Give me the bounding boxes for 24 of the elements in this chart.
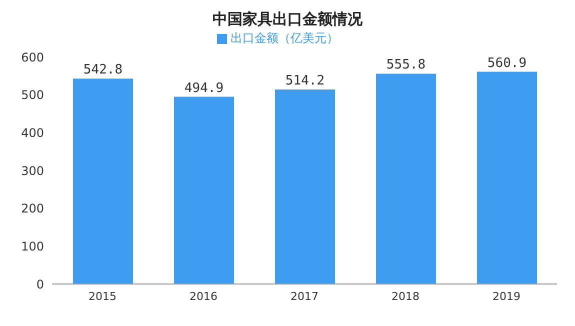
bar <box>477 72 537 284</box>
y-tick-label: 0 <box>36 277 44 292</box>
chart-title: 中国家具出口金额情况 <box>212 9 364 30</box>
bar <box>174 96 234 284</box>
data-label: 560.9 <box>487 56 527 71</box>
bar <box>275 89 335 284</box>
legend-label: 出口金额（亿美元） <box>230 31 338 45</box>
y-tick-label: 600 <box>21 50 44 64</box>
bar <box>73 78 133 284</box>
data-label: 494.9 <box>184 80 224 96</box>
x-tick-label: 2016 <box>190 290 218 303</box>
data-label: 542.8 <box>83 62 123 78</box>
y-tick-label: 200 <box>21 202 44 216</box>
x-tick-label: 2015 <box>88 290 116 303</box>
y-tick-label: 500 <box>21 88 44 102</box>
y-tick-label: 300 <box>21 164 44 178</box>
y-tick-label: 100 <box>21 239 44 254</box>
bar <box>376 74 436 284</box>
data-label: 555.8 <box>386 58 426 73</box>
x-tick-label: 2019 <box>492 290 520 303</box>
x-tick-label: 2017 <box>290 290 318 303</box>
x-tick-label: 2018 <box>392 290 420 303</box>
data-label: 514.2 <box>285 73 325 88</box>
y-tick-label: 400 <box>21 126 44 140</box>
